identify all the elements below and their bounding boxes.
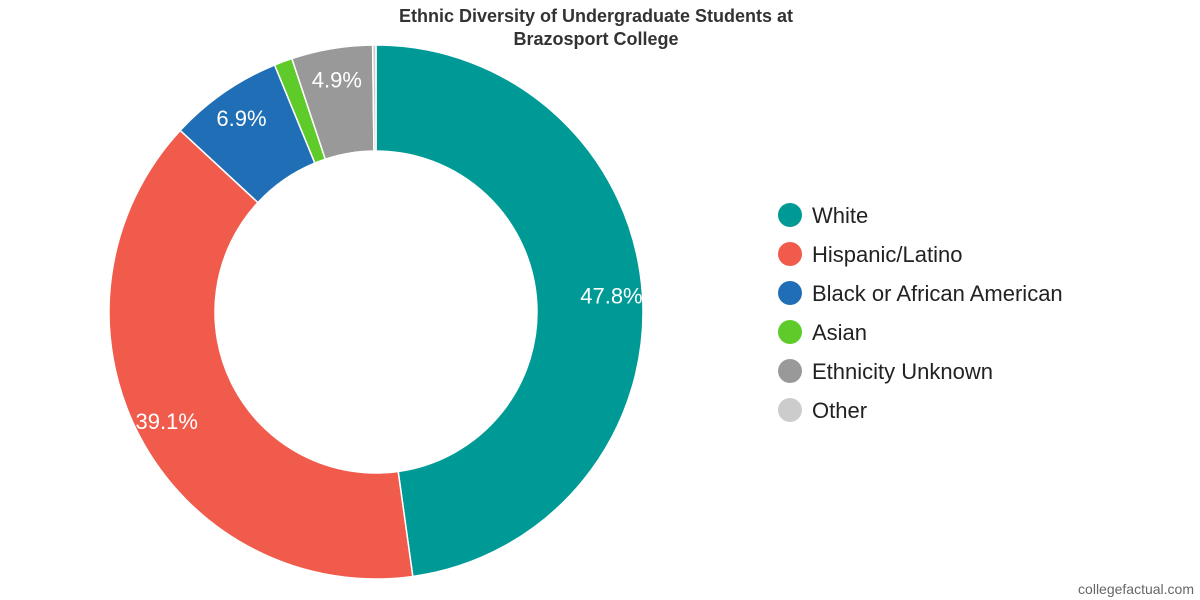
legend-swatch <box>778 281 802 305</box>
slice-label-ethnicity-unknown: 4.9% <box>312 67 362 92</box>
legend-item-black-or-african-american[interactable]: Black or African American <box>778 281 1063 306</box>
legend-label: Asian <box>812 320 867 345</box>
legend-label: White <box>812 203 868 228</box>
legend-label: Other <box>812 398 867 423</box>
slice-label-white: 47.8% <box>580 284 642 309</box>
chart-title-line-2: Brazosport College <box>513 29 678 49</box>
legend-swatch <box>778 203 802 227</box>
slice-white[interactable] <box>375 44 644 578</box>
slice-hispanic-latino[interactable] <box>108 129 414 580</box>
chart-title: Ethnic Diversity of Undergraduate Studen… <box>399 6 793 49</box>
legend-item-asian[interactable]: Asian <box>778 320 867 345</box>
slice-labels: 47.8% 39.1% 6.9% 4.9% <box>136 67 643 434</box>
legend: White Hispanic/Latino Black or African Ame… <box>778 203 1063 423</box>
legend-item-ethnicity-unknown[interactable]: Ethnicity Unknown <box>778 359 993 384</box>
source-credit[interactable]: collegefactual.com <box>1078 581 1194 597</box>
slice-label-hispanic-latino: 39.1% <box>136 409 198 434</box>
legend-item-hispanic-latino[interactable]: Hispanic/Latino <box>778 242 962 267</box>
legend-swatch <box>778 242 802 266</box>
legend-swatch <box>778 359 802 383</box>
legend-item-white[interactable]: White <box>778 203 868 228</box>
slice-other[interactable] <box>371 44 377 152</box>
legend-item-other[interactable]: Other <box>778 398 867 423</box>
legend-label: Ethnicity Unknown <box>812 359 993 384</box>
legend-label: Hispanic/Latino <box>812 242 962 267</box>
legend-swatch <box>778 320 802 344</box>
slice-label-black-or-african-american: 6.9% <box>216 106 266 131</box>
legend-label: Black or African American <box>812 281 1063 306</box>
legend-swatch <box>778 398 802 422</box>
chart-title-line-1: Ethnic Diversity of Undergraduate Studen… <box>399 6 793 26</box>
donut-slices <box>108 44 644 580</box>
